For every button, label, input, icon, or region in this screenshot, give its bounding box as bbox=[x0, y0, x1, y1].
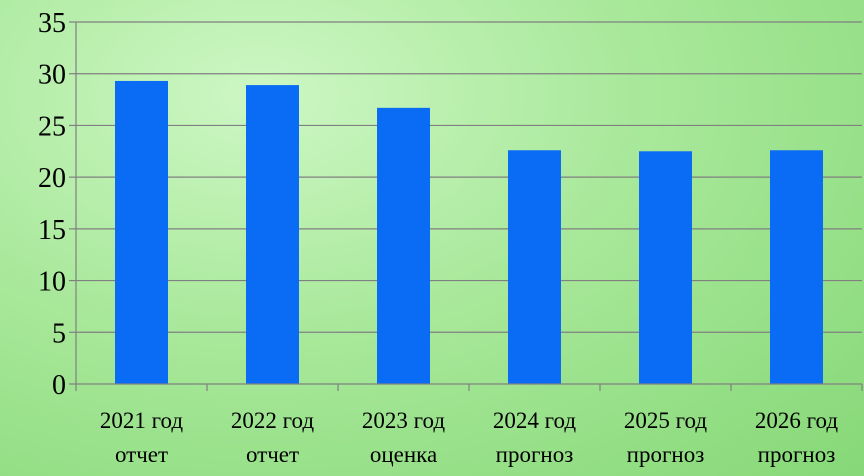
x-category-label: 2023 год bbox=[362, 408, 445, 433]
x-category-label: оценка bbox=[370, 442, 437, 467]
y-tick-label: 25 bbox=[38, 111, 66, 142]
axes bbox=[69, 21, 863, 391]
x-category-label: 2026 год bbox=[755, 408, 838, 433]
x-category-label: прогноз bbox=[627, 442, 705, 467]
x-category-label: отчет bbox=[246, 442, 299, 467]
y-tick-label: 10 bbox=[38, 267, 66, 298]
y-tick-label: 30 bbox=[38, 60, 66, 91]
bar bbox=[246, 85, 299, 384]
bar bbox=[115, 80, 168, 384]
bar bbox=[508, 150, 561, 384]
bar bbox=[770, 150, 823, 384]
x-category-label: 2021 год bbox=[100, 408, 183, 433]
bar bbox=[377, 107, 430, 385]
x-category-label: прогноз bbox=[496, 442, 574, 467]
x-category-label: 2024 год bbox=[493, 408, 576, 433]
x-category-label: 2025 год bbox=[624, 408, 707, 433]
x-category-label: отчет bbox=[115, 442, 168, 467]
y-tick-label: 5 bbox=[52, 318, 66, 349]
y-tick-label: 35 bbox=[38, 8, 66, 39]
x-category-labels: 2021 год отчет 2022 год отчет 2023 год оценка… bbox=[100, 408, 838, 467]
y-tick-label: 0 bbox=[52, 370, 66, 401]
x-category-label: 2022 год bbox=[231, 408, 314, 433]
x-category-label: прогноз bbox=[758, 442, 836, 467]
y-tick-label: 15 bbox=[38, 215, 66, 246]
y-tick-labels: 0 5 10 15 20 25 30 35 bbox=[38, 8, 66, 401]
y-tick-label: 20 bbox=[38, 163, 66, 194]
gridlines bbox=[76, 21, 862, 333]
bars bbox=[115, 80, 823, 385]
bar bbox=[639, 151, 692, 384]
